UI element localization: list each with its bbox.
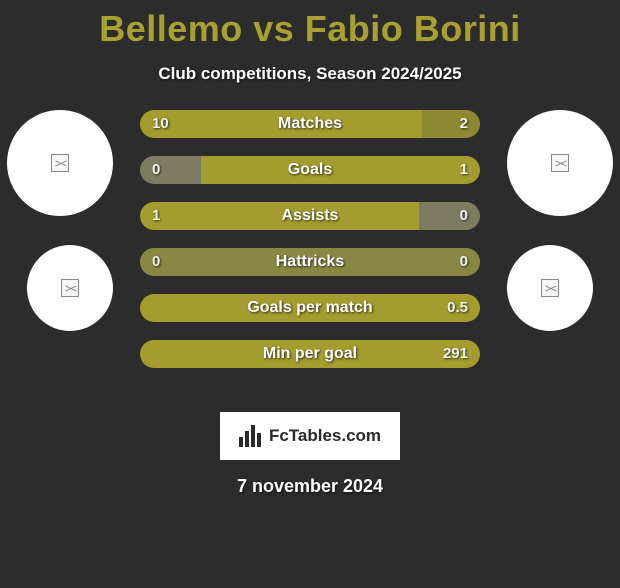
bar-right xyxy=(201,156,480,184)
stat-row: Assists10 xyxy=(140,202,480,230)
date-label: 7 november 2024 xyxy=(0,476,620,497)
bar-right xyxy=(419,202,480,230)
page-title: Bellemo vs Fabio Borini xyxy=(0,8,620,50)
player1-club-avatar xyxy=(7,110,113,216)
broken-image-icon xyxy=(541,279,559,297)
bar-left xyxy=(140,110,422,138)
player1-avatar xyxy=(27,245,113,331)
brand-badge: FcTables.com xyxy=(220,412,400,460)
stat-row: Matches102 xyxy=(140,110,480,138)
stat-row: Hattricks00 xyxy=(140,248,480,276)
bar-left xyxy=(140,202,419,230)
player2-avatar xyxy=(507,245,593,331)
broken-image-icon xyxy=(551,154,569,172)
bar-right xyxy=(422,110,480,138)
stat-bars: Matches102 Goals01 Assists10 Hattricks00 Goa… xyxy=(140,110,480,368)
stat-row: Goals per match0.5 xyxy=(140,294,480,322)
bar-right xyxy=(310,248,480,276)
bar-left xyxy=(140,340,147,368)
bar-left xyxy=(140,294,147,322)
bar-right xyxy=(147,294,480,322)
subtitle: Club competitions, Season 2024/2025 xyxy=(0,64,620,84)
bar-left xyxy=(140,248,310,276)
broken-image-icon xyxy=(61,279,79,297)
bars-icon xyxy=(239,425,265,447)
bar-right xyxy=(147,340,480,368)
bar-left xyxy=(140,156,201,184)
broken-image-icon xyxy=(51,154,69,172)
stat-row: Goals01 xyxy=(140,156,480,184)
player2-club-avatar xyxy=(507,110,613,216)
stat-row: Min per goal291 xyxy=(140,340,480,368)
comparison-panel: Matches102 Goals01 Assists10 Hattricks00 Goa… xyxy=(0,110,620,400)
brand-text: FcTables.com xyxy=(269,426,381,446)
